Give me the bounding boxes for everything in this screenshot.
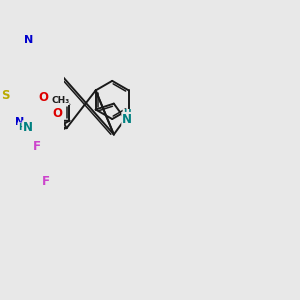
Text: S: S <box>2 89 10 102</box>
Text: F: F <box>41 175 50 188</box>
Text: H: H <box>18 123 26 132</box>
Text: N: N <box>23 121 33 134</box>
Text: H: H <box>123 110 131 118</box>
Text: CH₃: CH₃ <box>51 96 69 105</box>
Text: O: O <box>38 91 48 104</box>
Text: O: O <box>52 106 62 119</box>
Text: F: F <box>33 140 41 153</box>
Text: N: N <box>25 35 34 45</box>
Text: N: N <box>122 112 132 125</box>
Text: N: N <box>15 117 24 127</box>
